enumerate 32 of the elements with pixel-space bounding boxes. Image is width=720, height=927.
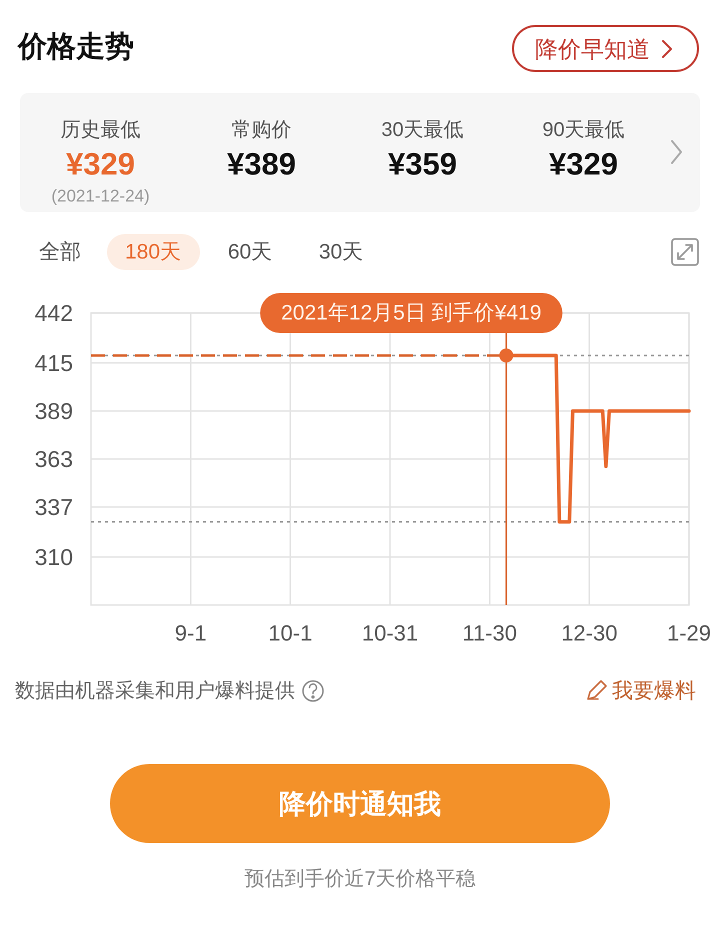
category-label: 常购价 <box>232 119 292 141</box>
y-tick-label: 310 <box>34 544 73 570</box>
y-tick-label: 363 <box>34 446 73 472</box>
category-label: 30天最低 <box>381 119 464 141</box>
x-tick-label: 11-30 <box>462 620 517 646</box>
x-tick-label: 1-29 <box>666 620 712 646</box>
x-tick-label: 10-1 <box>268 620 312 646</box>
text: 30天 <box>318 240 364 264</box>
y-tick-label: 415 <box>34 350 73 376</box>
annotation: 2021年12月5日 到手价¥419 <box>281 302 542 324</box>
text: 全部 <box>39 240 81 264</box>
y-tick-label: 337 <box>34 494 73 520</box>
text: ¥389 <box>227 146 296 182</box>
y-tick-label: 389 <box>34 398 73 424</box>
text: 降价早知道 <box>535 36 650 62</box>
text: ¥359 <box>388 146 457 182</box>
text: 60天 <box>228 240 272 264</box>
x-tick-label: 9-1 <box>174 620 207 646</box>
text: 180天 <box>124 240 182 264</box>
text: (2021-12-24) <box>51 186 150 206</box>
text: 我要爆料 <box>612 680 696 702</box>
text: 降价时通知我 <box>279 789 441 819</box>
text: 数据由机器采集和用户爆料提供 <box>15 680 295 702</box>
text: ¥329 <box>549 146 618 182</box>
category-label: 历史最低 <box>60 119 140 141</box>
text: 价格走势 <box>17 31 134 63</box>
text: ¥329 <box>66 146 135 182</box>
x-tick-label: 12-30 <box>561 620 618 646</box>
x-tick-label: 10-31 <box>362 620 418 646</box>
category-label: 90天最低 <box>542 119 625 141</box>
y-tick-label: 442 <box>34 300 73 326</box>
text: 预估到手价近7天价格平稳 <box>244 868 476 890</box>
